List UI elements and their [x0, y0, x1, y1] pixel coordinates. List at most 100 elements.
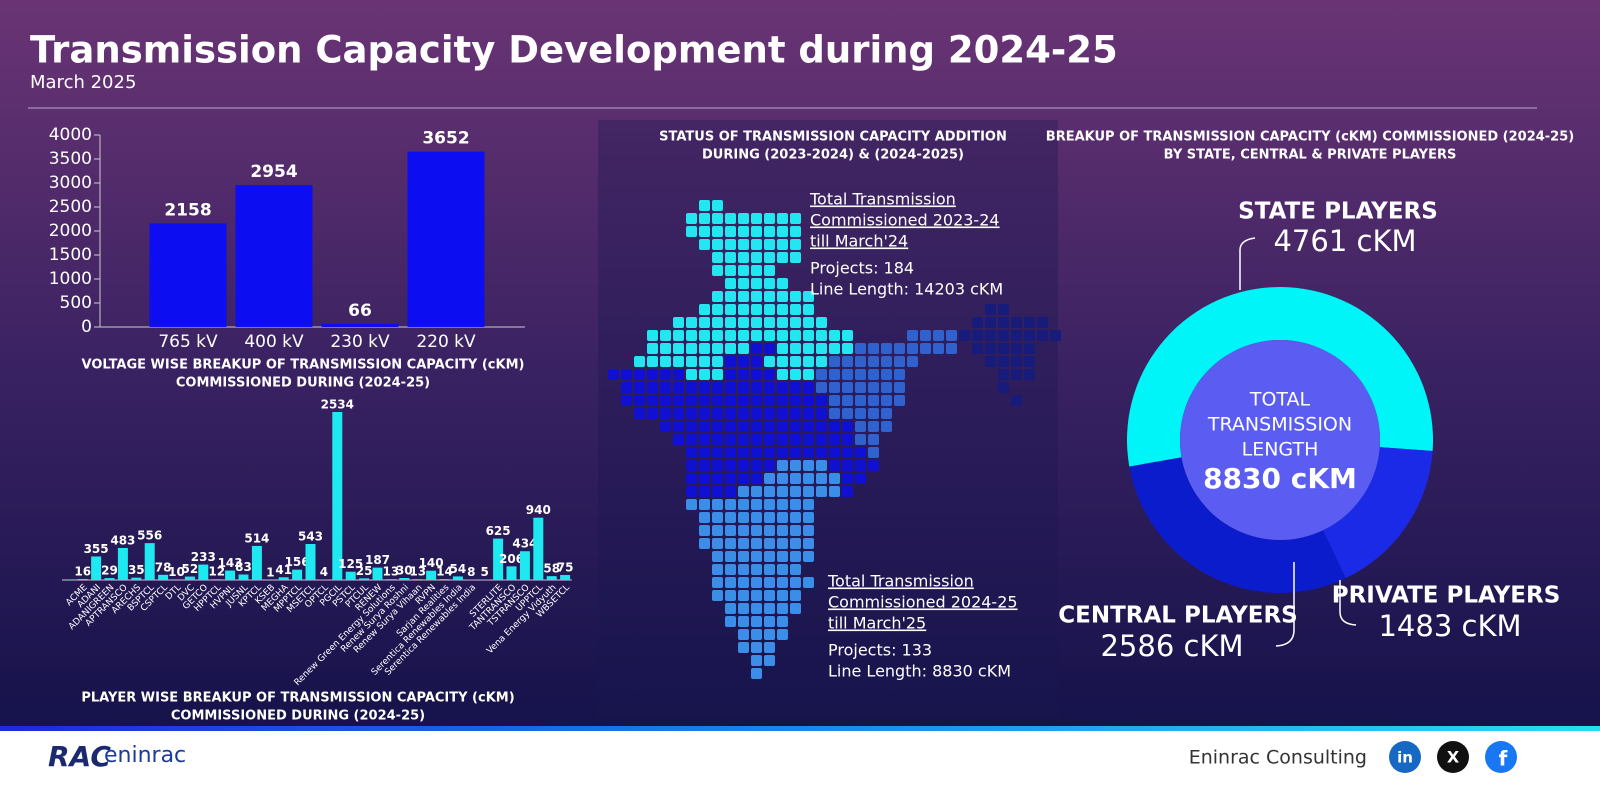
map-cell	[790, 239, 801, 250]
map-cell	[1011, 330, 1022, 341]
map-cell	[673, 421, 684, 432]
map-cell	[660, 356, 671, 367]
linkedin-label[interactable]: in	[1397, 749, 1413, 767]
x-icon[interactable]	[1437, 741, 1469, 773]
map-cell	[751, 525, 762, 536]
bar	[149, 223, 227, 327]
map-cell	[673, 317, 684, 328]
bar	[452, 576, 463, 580]
title: Transmission Capacity Development during…	[30, 29, 1118, 72]
map-cell	[985, 330, 996, 341]
map-cell	[816, 382, 827, 393]
map-cell	[738, 564, 749, 575]
chart-title: BREAKUP OF TRANSMISSION CAPACITY (cKM) C…	[1046, 130, 1574, 145]
map-cell	[699, 473, 710, 484]
map-cell	[1050, 330, 1061, 341]
map-cell	[751, 317, 762, 328]
map-cell	[803, 538, 814, 549]
map-cell	[777, 525, 788, 536]
map-cell	[816, 473, 827, 484]
x-label[interactable]: X	[1447, 748, 1460, 767]
map-cell	[790, 252, 801, 263]
bar	[144, 543, 155, 580]
map-cell	[855, 408, 866, 419]
bar	[560, 575, 571, 580]
map-cell	[790, 499, 801, 510]
map-cell	[764, 642, 775, 653]
map-cell	[764, 434, 775, 445]
map-cell	[868, 395, 879, 406]
map-cell	[803, 304, 814, 315]
map-cell	[790, 551, 801, 562]
facebook-label[interactable]: f	[1499, 747, 1508, 771]
map-cell	[751, 304, 762, 315]
bar	[493, 538, 504, 580]
map-cell	[738, 603, 749, 614]
center-disc	[1180, 340, 1380, 540]
map-cell	[751, 551, 762, 562]
map-cell	[764, 512, 775, 523]
map-cell	[803, 473, 814, 484]
map-cell	[647, 408, 658, 419]
map-cell	[686, 395, 697, 406]
map-cell	[764, 590, 775, 601]
map-cell	[764, 629, 775, 640]
value-label: 83	[235, 560, 252, 574]
map-cell	[699, 304, 710, 315]
map-cell	[673, 356, 684, 367]
map-cell	[725, 486, 736, 497]
map-cell	[647, 369, 658, 380]
map-cell	[647, 343, 658, 354]
value-label: 12	[208, 565, 225, 579]
bar	[117, 547, 128, 580]
map-cell	[842, 343, 853, 354]
linkedin-icon[interactable]	[1389, 741, 1421, 773]
map-cell	[829, 382, 840, 393]
map-cell	[764, 265, 775, 276]
map-cell	[751, 577, 762, 588]
map-cell	[725, 564, 736, 575]
bar	[211, 579, 222, 580]
map-cell	[725, 239, 736, 250]
map-cell	[803, 408, 814, 419]
value-label: 206	[499, 552, 524, 566]
value-label: 13	[409, 565, 426, 579]
map-cell	[764, 395, 775, 406]
bar	[131, 577, 142, 580]
map-cell	[712, 577, 723, 588]
map-cell	[790, 525, 801, 536]
map-cell	[686, 330, 697, 341]
map-cell	[686, 226, 697, 237]
map-cell	[803, 525, 814, 536]
map-cell	[751, 512, 762, 523]
map-cell	[985, 343, 996, 354]
map-cell	[998, 304, 1009, 315]
map-cell	[738, 434, 749, 445]
map-cell	[777, 421, 788, 432]
value-label: 52	[182, 562, 199, 576]
value-label: 543	[298, 530, 323, 544]
facebook-icon[interactable]	[1485, 741, 1517, 773]
map-cell	[738, 525, 749, 536]
map-cell	[738, 330, 749, 341]
map-cell	[751, 655, 762, 666]
map-cell	[712, 226, 723, 237]
map-cell	[764, 538, 775, 549]
map-cell	[738, 226, 749, 237]
bar	[104, 578, 115, 580]
map-cell	[725, 291, 736, 302]
value-label: 58	[543, 562, 560, 576]
value-label: 233	[191, 550, 216, 564]
chart-title: PLAYER WISE BREAKUP OF TRANSMISSION CAPA…	[81, 691, 514, 706]
map-cell	[842, 408, 853, 419]
bar	[184, 576, 195, 580]
map-cell	[673, 408, 684, 419]
legend-value: 2586 cKM	[1100, 629, 1243, 663]
map-cell	[725, 525, 736, 536]
map-cell	[777, 473, 788, 484]
map-cell	[816, 369, 827, 380]
map-cell	[712, 200, 723, 211]
map-cell	[751, 382, 762, 393]
map-cell	[699, 356, 710, 367]
map-cell	[933, 343, 944, 354]
